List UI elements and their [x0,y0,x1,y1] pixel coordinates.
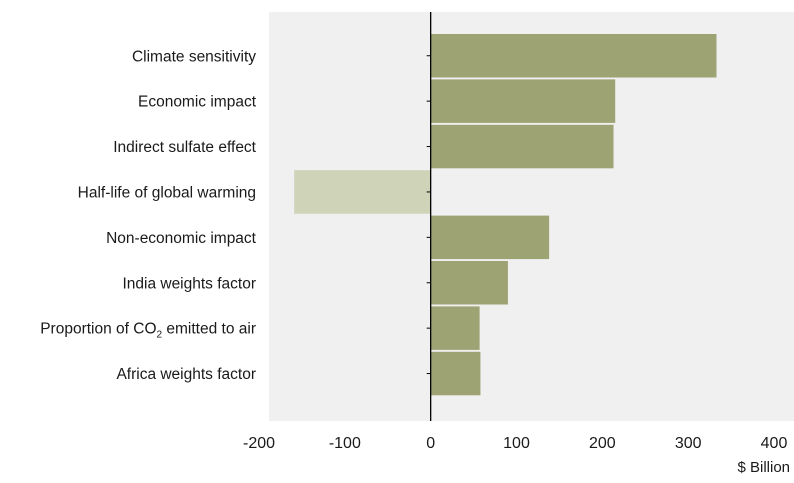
bar [430,306,480,350]
category-label: Economic impact [138,94,257,111]
bar [430,261,508,305]
x-tick-label: 0 [426,435,435,452]
x-tick-label: -100 [329,435,361,452]
category-label: Non-economic impact [106,230,257,247]
category-label: Climate sensitivity [132,48,256,65]
x-tick-label: 200 [589,435,616,452]
category-label: Africa weights factor [116,366,256,383]
bar [430,215,550,260]
category-labels: Climate sensitivity Economic impact Indire… [40,48,256,383]
bars-group [294,34,717,396]
x-tick-labels: -200 -100 0 100 200 300 400 [243,435,787,452]
category-label: India weights factor [122,275,256,292]
bar [430,124,614,169]
x-tick-label: 300 [675,435,702,452]
bar [294,170,431,214]
category-label: Indirect sulfate effect [113,139,256,156]
x-tick-label: -200 [243,435,275,452]
bar [430,79,616,123]
x-tick-label: 400 [761,435,788,452]
bar [430,34,717,78]
category-label: Proportion of CO2 emitted to air [40,321,256,341]
x-tick-label: 100 [503,435,530,452]
y-axis [426,12,432,421]
bar [430,351,481,396]
x-axis-title: $ Billion [737,459,790,476]
category-label: Half-life of global warming [78,184,256,201]
